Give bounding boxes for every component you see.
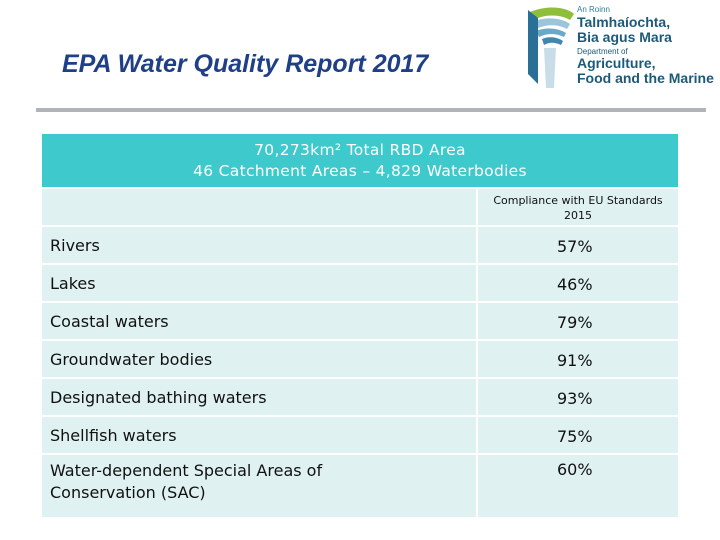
row-label: Groundwater bodies <box>42 341 476 377</box>
table-row: Water-dependent Special Areas of Conserv… <box>42 453 678 517</box>
page-title: EPA Water Quality Report 2017 <box>62 50 429 78</box>
table-row: Designated bathing waters 93% <box>42 377 678 415</box>
row-label: Designated bathing waters <box>42 379 476 415</box>
table-header: 70,273km² Total RBD Area 46 Catchment Ar… <box>42 134 678 187</box>
table-subheader-row: Compliance with EU Standards 2015 <box>42 187 678 225</box>
table-row: Rivers 57% <box>42 225 678 263</box>
row-label: Rivers <box>42 227 476 263</box>
row-value: 79% <box>478 303 678 339</box>
table-row: Groundwater bodies 91% <box>42 339 678 377</box>
table-row: Shellfish waters 75% <box>42 415 678 453</box>
logo-line-food-marine: Food and the Marine <box>577 69 714 86</box>
row-value: 93% <box>478 379 678 415</box>
subheader-empty-cell <box>42 189 476 225</box>
logo-line-agriculture: Agriculture, <box>577 55 656 71</box>
row-label: Water-dependent Special Areas of Conserv… <box>42 455 476 517</box>
logo-line-an-roinn: An Roinn <box>577 5 610 14</box>
row-value: 46% <box>478 265 678 301</box>
water-quality-table: 70,273km² Total RBD Area 46 Catchment Ar… <box>42 134 678 517</box>
row-value: 60% <box>478 455 678 517</box>
department-logo: An Roinn Talmhaíochta, Bia agus Mara Dep… <box>520 4 720 94</box>
table-row: Lakes 46% <box>42 263 678 301</box>
logo-line-talmhaiochta: Talmhaíochta, <box>577 14 671 30</box>
row-label: Shellfish waters <box>42 417 476 453</box>
header-total-area: 70,273km² Total RBD Area <box>254 140 466 159</box>
column-header-compliance: Compliance with EU Standards 2015 <box>478 189 678 225</box>
harp-emblem-icon <box>528 7 574 88</box>
row-value: 75% <box>478 417 678 453</box>
header-catchments: 46 Catchment Areas – 4,829 Waterbodies <box>193 161 527 180</box>
title-divider <box>36 108 706 112</box>
row-value: 91% <box>478 341 678 377</box>
row-value: 57% <box>478 227 678 263</box>
row-label: Lakes <box>42 265 476 301</box>
table-row: Coastal waters 79% <box>42 301 678 339</box>
logo-line-bia-agus-mara: Bia agus Mara <box>577 29 672 45</box>
row-label: Coastal waters <box>42 303 476 339</box>
logo-line-department-of: Department of <box>577 47 628 56</box>
